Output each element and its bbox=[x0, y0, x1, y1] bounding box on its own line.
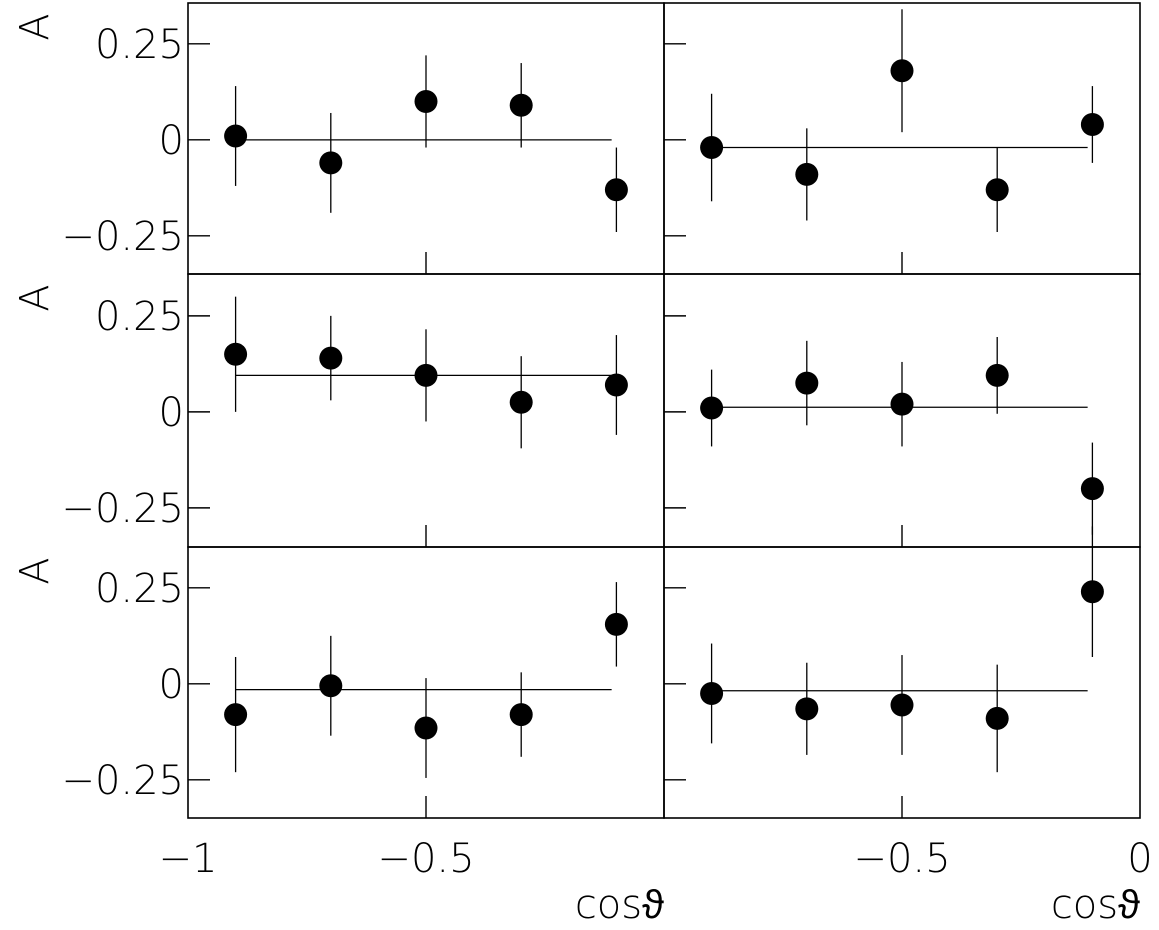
y-tick-label-r2-2: 0.25 bbox=[95, 566, 184, 612]
y-tick-label-r0-2: 0.25 bbox=[95, 22, 184, 68]
data-point-r0-c1-4 bbox=[1080, 112, 1104, 136]
data-point-r2-c0-2 bbox=[414, 716, 438, 740]
data-point-r0-c1-2 bbox=[890, 59, 914, 83]
data-point-r0-c1-3 bbox=[985, 178, 1009, 202]
y-tick-label-r0-1: 0 bbox=[159, 118, 184, 164]
data-point-r2-c1-4 bbox=[1080, 580, 1104, 604]
y-tick-label-r1-1: 0 bbox=[159, 390, 184, 436]
x-tick-label-right-1: 0 bbox=[1127, 836, 1152, 882]
y-tick-label-r1-0: −0.25 bbox=[61, 486, 184, 532]
data-point-r1-c1-4 bbox=[1080, 477, 1104, 501]
x-axis-title-left: cosϑ bbox=[575, 882, 664, 928]
y-tick-label-r2-1: 0 bbox=[159, 662, 184, 708]
data-point-r1-c0-3 bbox=[509, 390, 533, 414]
x-tick-label-left-1: −0.5 bbox=[377, 836, 474, 882]
data-point-r2-c1-1 bbox=[795, 697, 819, 721]
x-tick-label-left-0: −1 bbox=[159, 836, 218, 882]
data-point-r1-c1-1 bbox=[795, 371, 819, 395]
data-point-r1-c1-2 bbox=[890, 392, 914, 416]
y-axis-title-r1: A bbox=[12, 284, 58, 311]
data-point-r2-c1-0 bbox=[700, 681, 724, 705]
data-point-r1-c1-3 bbox=[985, 363, 1009, 387]
data-point-r0-c0-2 bbox=[414, 89, 438, 113]
data-point-r2-c0-1 bbox=[319, 674, 343, 698]
data-point-r0-c1-1 bbox=[795, 162, 819, 186]
data-point-r2-c0-0 bbox=[224, 703, 248, 727]
y-tick-label-r2-0: −0.25 bbox=[61, 758, 184, 804]
y-axis-title-r0: A bbox=[12, 13, 58, 40]
data-point-r0-c0-3 bbox=[509, 93, 533, 117]
data-point-r2-c0-4 bbox=[604, 612, 628, 636]
data-point-r0-c0-0 bbox=[224, 124, 248, 148]
data-point-r0-c1-0 bbox=[700, 136, 724, 160]
data-point-r1-c0-1 bbox=[319, 346, 343, 370]
data-point-r1-c1-0 bbox=[700, 396, 724, 420]
data-point-r1-c0-0 bbox=[224, 342, 248, 366]
y-axis-title-r2: A bbox=[12, 557, 58, 584]
data-point-r2-c1-3 bbox=[985, 706, 1009, 730]
data-point-r2-c1-2 bbox=[890, 693, 914, 717]
data-point-r2-c0-3 bbox=[509, 703, 533, 727]
data-point-r1-c0-2 bbox=[414, 363, 438, 387]
x-axis-title-right: cosϑ bbox=[1051, 882, 1140, 928]
data-point-r0-c0-4 bbox=[604, 178, 628, 202]
data-point-r0-c0-1 bbox=[319, 151, 343, 175]
data-point-r1-c0-4 bbox=[604, 373, 628, 397]
y-tick-label-r0-0: −0.25 bbox=[61, 214, 184, 260]
y-tick-label-r1-2: 0.25 bbox=[95, 294, 184, 340]
panels-group bbox=[187, 2, 1141, 819]
x-tick-label-right-0: −0.5 bbox=[853, 836, 950, 882]
